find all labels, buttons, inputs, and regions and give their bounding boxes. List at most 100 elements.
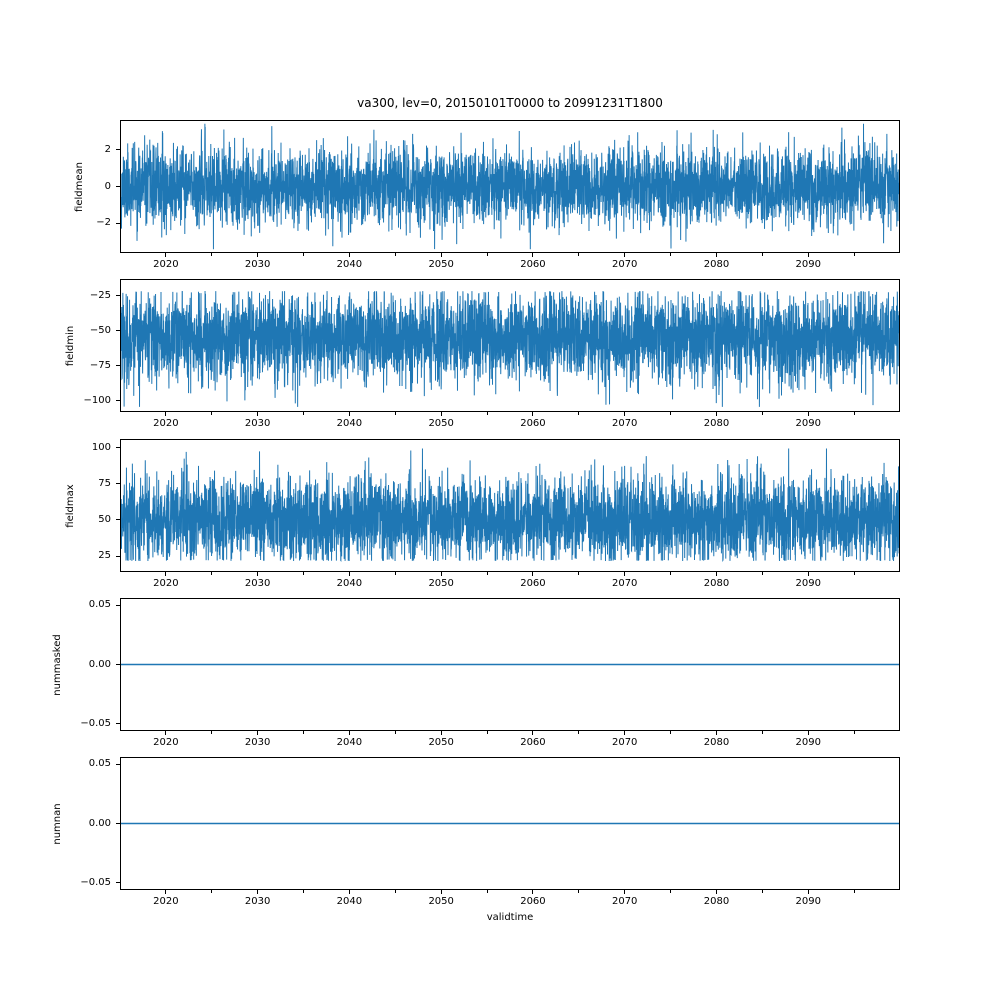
- y-tick-label: −75: [89, 359, 111, 371]
- x-minor-tick: [578, 890, 580, 893]
- x-minor-tick: [394, 572, 396, 575]
- x-tick: [165, 412, 167, 416]
- x-tick-label: 2030: [244, 737, 271, 748]
- x-tick: [348, 412, 350, 416]
- x-minor-tick: [303, 731, 305, 734]
- x-tick: [440, 731, 442, 735]
- x-tick-label: 2090: [795, 418, 821, 429]
- x-minor-tick: [211, 572, 213, 575]
- y-tick-label: 100: [91, 441, 111, 453]
- x-tick: [257, 412, 259, 416]
- x-tick-label: 2070: [611, 259, 638, 270]
- x-axis-label: validtime: [486, 912, 534, 923]
- x-tick-label: 2040: [336, 896, 363, 907]
- x-tick-label: 2060: [520, 896, 546, 907]
- x-tick: [715, 731, 717, 735]
- figure-title: va300, lev=0, 20150101T0000 to 20991231T…: [357, 96, 663, 110]
- x-minor-tick: [394, 890, 396, 893]
- x-tick: [440, 412, 442, 416]
- x-tick: [624, 890, 626, 894]
- x-minor-tick: [761, 412, 763, 415]
- y-tick: [116, 763, 120, 765]
- x-minor-tick: [486, 572, 488, 575]
- x-tick-label: 2070: [611, 896, 638, 907]
- x-minor-tick: [211, 890, 213, 893]
- x-tick-label: 2020: [153, 259, 179, 270]
- x-minor-tick: [578, 731, 580, 734]
- x-tick-label: 2040: [336, 418, 363, 429]
- x-tick-label: 2050: [428, 418, 454, 429]
- x-tick: [807, 731, 809, 735]
- subplot-numnan: [120, 757, 900, 890]
- x-minor-tick: [670, 412, 672, 415]
- x-tick-label: 2040: [336, 737, 363, 748]
- x-tick: [257, 253, 259, 257]
- x-minor-tick: [670, 572, 672, 575]
- y-tick: [116, 882, 120, 884]
- x-minor-tick: [303, 890, 305, 893]
- x-tick-label: 2060: [520, 418, 546, 429]
- y-tick: [116, 723, 120, 725]
- x-minor-tick: [853, 253, 855, 256]
- x-tick: [532, 731, 534, 735]
- x-minor-tick: [211, 412, 213, 415]
- y-tick-label: −50: [89, 324, 111, 336]
- x-minor-tick: [761, 253, 763, 256]
- x-tick: [532, 412, 534, 416]
- x-tick: [165, 253, 167, 257]
- x-tick: [257, 890, 259, 894]
- x-tick: [715, 412, 717, 416]
- y-tick-label: 50: [98, 513, 111, 525]
- x-minor-tick: [303, 572, 305, 575]
- x-tick: [440, 572, 442, 576]
- series-line: [121, 290, 899, 407]
- y-tick: [116, 664, 120, 665]
- x-tick-label: 2050: [428, 737, 454, 748]
- x-tick-label: 2020: [153, 737, 179, 748]
- x-minor-tick: [853, 890, 855, 893]
- x-minor-tick: [486, 253, 488, 256]
- y-tick-label: 75: [98, 477, 111, 489]
- x-minor-tick: [578, 253, 580, 256]
- y-axis-label: numnan: [52, 802, 63, 845]
- x-tick-label: 2080: [703, 896, 730, 907]
- y-tick: [116, 222, 120, 224]
- x-tick: [807, 890, 809, 894]
- y-tick-label: −25: [89, 289, 111, 301]
- x-minor-tick: [761, 572, 763, 575]
- x-tick: [440, 253, 442, 257]
- subplot-nummasked: [120, 598, 900, 731]
- y-axis-label: fieldmax: [65, 483, 76, 528]
- x-minor-tick: [761, 890, 763, 893]
- x-tick-label: 2040: [336, 259, 363, 270]
- x-tick-label: 2030: [244, 259, 271, 270]
- y-tick-label: −0.05: [80, 717, 111, 729]
- y-tick: [116, 400, 120, 402]
- subplot-fieldmin: [120, 279, 900, 412]
- x-tick: [624, 253, 626, 257]
- x-minor-tick: [578, 412, 580, 415]
- x-tick: [807, 253, 809, 257]
- x-minor-tick: [303, 253, 305, 256]
- x-minor-tick: [303, 412, 305, 415]
- x-minor-tick: [853, 731, 855, 734]
- x-tick: [807, 572, 809, 576]
- x-tick-label: 2090: [795, 896, 821, 907]
- x-tick: [348, 572, 350, 576]
- x-tick: [348, 731, 350, 735]
- y-tick: [116, 186, 120, 187]
- y-tick-label: 0.00: [88, 817, 111, 829]
- y-tick: [116, 555, 120, 557]
- x-tick: [807, 412, 809, 416]
- y-tick: [116, 365, 120, 367]
- y-tick: [116, 604, 120, 606]
- x-tick-label: 2060: [520, 259, 546, 270]
- x-tick-label: 2080: [703, 737, 730, 748]
- x-tick-label: 2030: [244, 578, 271, 589]
- x-minor-tick: [578, 572, 580, 575]
- x-tick-label: 2090: [795, 737, 821, 748]
- x-tick-label: 2080: [703, 259, 730, 270]
- x-tick: [165, 890, 167, 894]
- y-tick-label: 0.05: [88, 599, 111, 611]
- plot-area-fieldmin: [121, 290, 899, 407]
